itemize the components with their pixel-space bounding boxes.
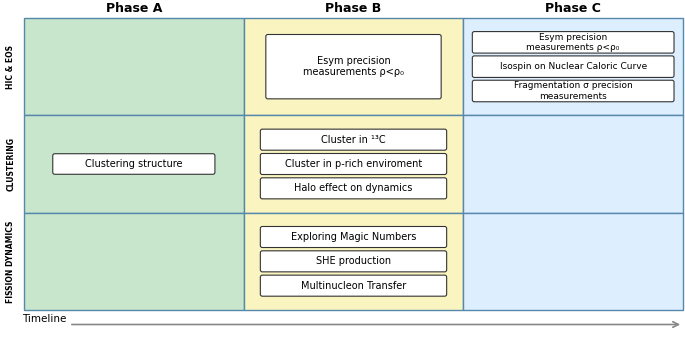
FancyBboxPatch shape (260, 153, 447, 175)
FancyBboxPatch shape (260, 275, 447, 296)
Text: Cluster in ¹³C: Cluster in ¹³C (321, 135, 386, 145)
Bar (24, 115, 244, 213)
Text: HIC & EOS: HIC & EOS (6, 45, 16, 89)
FancyBboxPatch shape (260, 226, 447, 248)
Bar (24, 213, 244, 310)
Bar (24, 18, 244, 115)
Text: Timeline: Timeline (22, 315, 66, 324)
Text: Multinucleon Transfer: Multinucleon Transfer (301, 281, 406, 291)
FancyBboxPatch shape (266, 35, 441, 99)
Text: FISSION DYNAMICS: FISSION DYNAMICS (6, 220, 16, 303)
Text: Phase C: Phase C (545, 2, 601, 15)
Text: Phase A: Phase A (105, 2, 162, 15)
FancyBboxPatch shape (260, 251, 447, 272)
Bar (463, 18, 683, 115)
Text: Phase B: Phase B (325, 2, 382, 15)
FancyBboxPatch shape (473, 32, 674, 53)
Text: Clustering structure: Clustering structure (85, 159, 183, 169)
Bar (244, 213, 463, 310)
Bar (244, 18, 463, 115)
Text: Esym precision
measurements ρ<ρ₀: Esym precision measurements ρ<ρ₀ (303, 56, 404, 78)
Text: Esym precision
measurements ρ<ρ₀: Esym precision measurements ρ<ρ₀ (527, 33, 620, 52)
Text: Halo effect on dynamics: Halo effect on dynamics (295, 183, 412, 193)
FancyBboxPatch shape (53, 154, 215, 174)
Text: SHE production: SHE production (316, 256, 391, 266)
Bar (244, 115, 463, 213)
Bar (463, 115, 683, 213)
Text: Fragmentation σ precision
measurements: Fragmentation σ precision measurements (514, 81, 632, 101)
FancyBboxPatch shape (473, 80, 674, 102)
FancyBboxPatch shape (260, 178, 447, 199)
FancyBboxPatch shape (473, 56, 674, 78)
Text: CLUSTERING: CLUSTERING (6, 137, 16, 191)
Bar (463, 213, 683, 310)
Text: Exploring Magic Numbers: Exploring Magic Numbers (291, 232, 416, 242)
FancyBboxPatch shape (260, 129, 447, 150)
Text: Isospin on Nuclear Caloric Curve: Isospin on Nuclear Caloric Curve (499, 62, 647, 71)
Text: Cluster in p-rich enviroment: Cluster in p-rich enviroment (285, 159, 422, 169)
